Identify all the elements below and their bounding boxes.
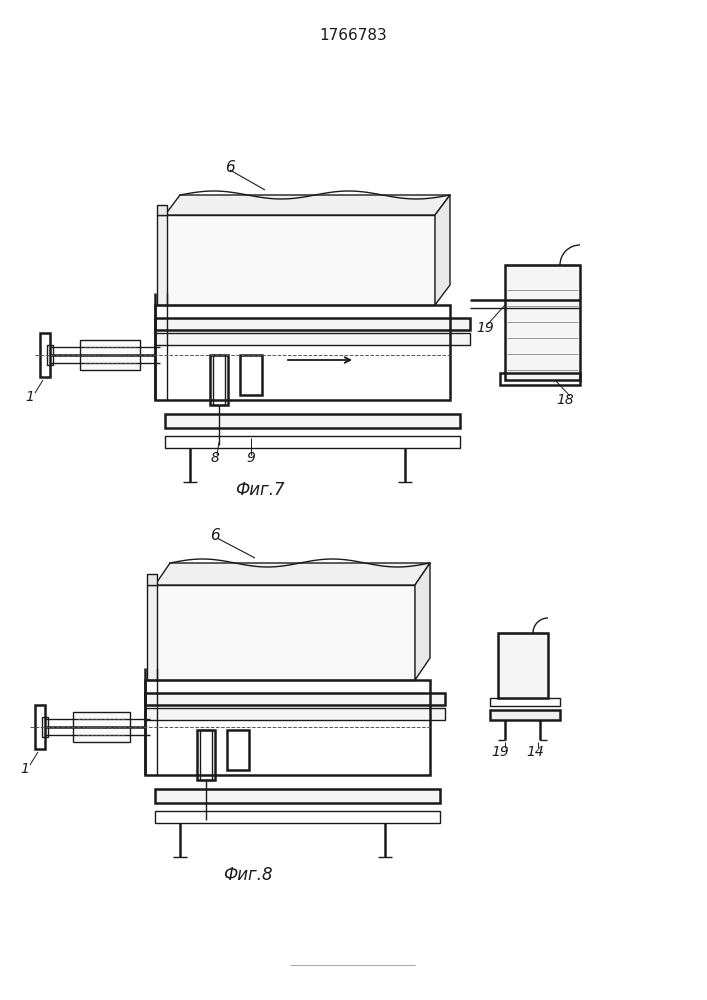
Polygon shape	[165, 215, 435, 305]
Text: 1766783: 1766783	[319, 27, 387, 42]
Bar	[40, 333, 50, 377]
Text: Фиг.7: Фиг.7	[235, 481, 285, 499]
Bar	[165, 436, 460, 448]
Text: 18: 18	[556, 393, 574, 407]
Text: 19: 19	[476, 321, 494, 335]
Bar	[145, 680, 430, 775]
Bar	[210, 355, 228, 405]
Text: Фиг.8: Фиг.8	[223, 866, 273, 884]
Bar	[200, 730, 212, 780]
Text: 6: 6	[225, 159, 235, 174]
Bar	[155, 318, 470, 330]
Bar	[35, 705, 45, 749]
Polygon shape	[165, 195, 450, 215]
Text: 1: 1	[25, 390, 35, 404]
Bar	[157, 215, 167, 305]
Bar	[73, 712, 130, 742]
Bar	[490, 698, 560, 706]
Polygon shape	[498, 633, 548, 698]
Text: 6: 6	[210, 528, 220, 542]
Bar	[490, 710, 560, 720]
Bar	[240, 355, 262, 395]
Polygon shape	[155, 563, 430, 585]
Bar	[165, 414, 460, 428]
Bar	[500, 373, 580, 385]
Bar	[147, 574, 157, 585]
Bar	[155, 305, 450, 400]
Text: 9: 9	[247, 451, 255, 465]
Text: 8: 8	[211, 451, 219, 465]
Bar	[227, 730, 249, 770]
Polygon shape	[155, 585, 415, 680]
Text: 19: 19	[491, 745, 509, 759]
Bar	[197, 730, 215, 780]
Bar	[157, 205, 167, 215]
Polygon shape	[435, 195, 450, 305]
Text: 1: 1	[21, 762, 30, 776]
Bar	[213, 355, 225, 405]
Bar	[155, 811, 440, 823]
Bar	[80, 340, 140, 370]
Bar	[155, 333, 470, 345]
Text: 14: 14	[526, 745, 544, 759]
Polygon shape	[415, 563, 430, 680]
Bar	[145, 708, 445, 720]
Bar	[155, 789, 440, 803]
Polygon shape	[505, 265, 580, 380]
Bar	[42, 717, 48, 737]
Bar	[145, 693, 445, 705]
Bar	[47, 345, 53, 365]
Bar	[147, 585, 157, 680]
